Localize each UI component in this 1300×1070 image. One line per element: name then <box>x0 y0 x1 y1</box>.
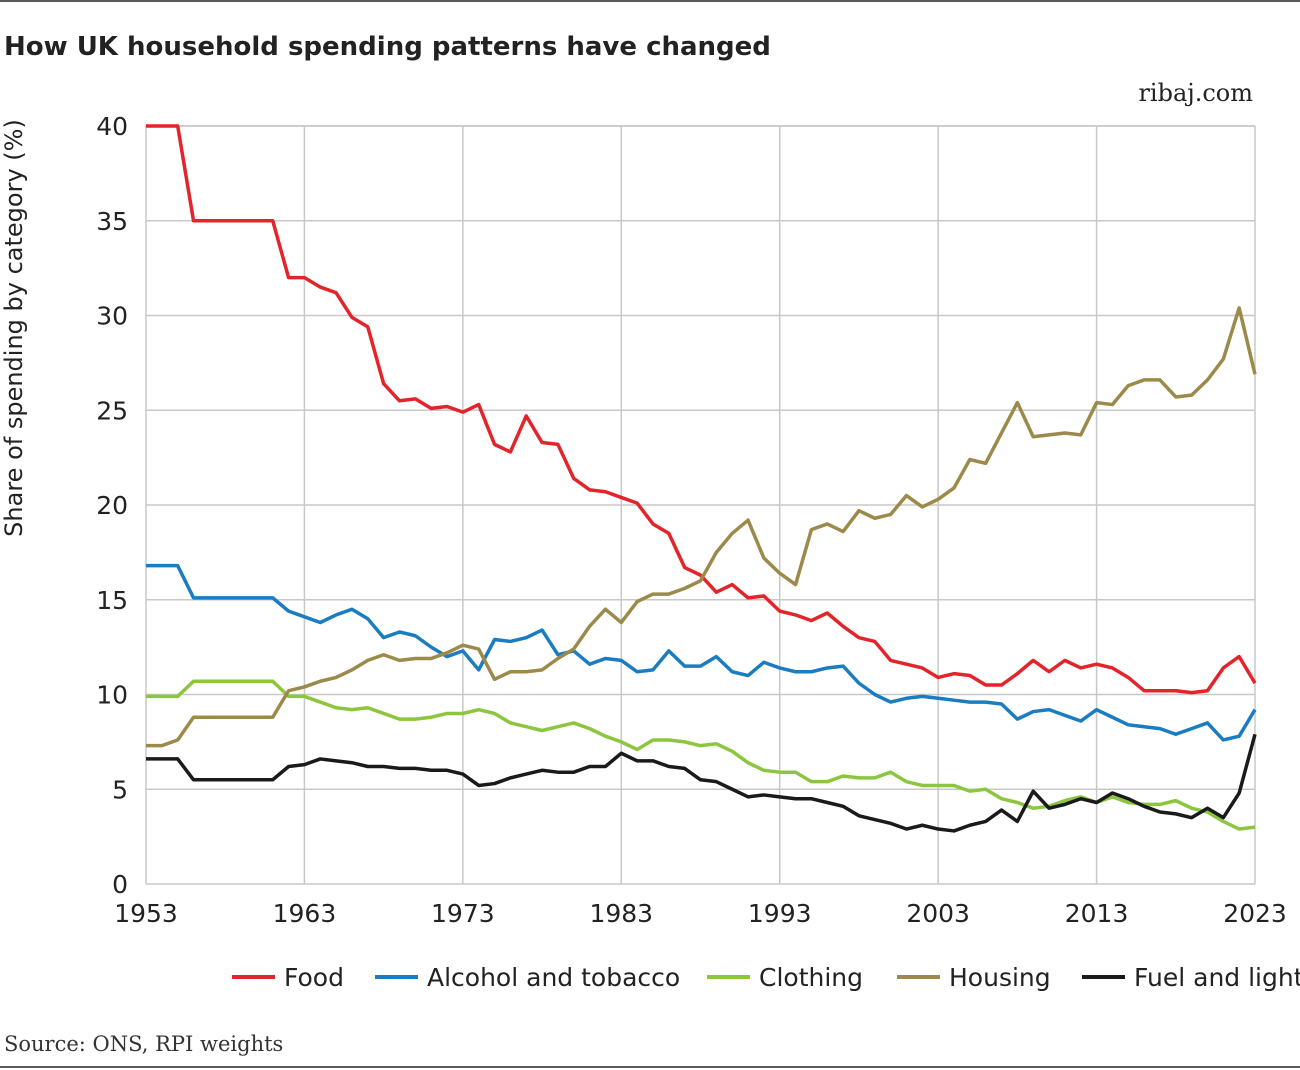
y-tick-label: 0 <box>112 870 128 899</box>
data-line <box>146 306 1257 748</box>
source-note: Source: ONS, RPI weights <box>4 1032 283 1056</box>
y-tick-label: 30 <box>96 302 128 331</box>
legend-label: Alcohol and tobacco <box>427 963 680 992</box>
y-tick-label: 40 <box>96 112 128 141</box>
y-tick-label: 5 <box>112 775 128 804</box>
y-axis-label: Share of spending by category (%) <box>0 119 28 537</box>
x-tick-label: 1953 <box>114 899 178 928</box>
legend-label: Food <box>284 963 344 992</box>
y-tick-label: 15 <box>96 586 128 615</box>
data-line <box>146 124 1257 695</box>
legend-label: Housing <box>949 963 1051 992</box>
y-tick-label: 35 <box>96 207 128 236</box>
legend-label: Clothing <box>759 963 863 992</box>
y-tick-label: 10 <box>96 681 128 710</box>
x-tick-label: 2003 <box>906 899 970 928</box>
chart-title: How UK household spending patterns have … <box>4 32 771 62</box>
y-tick-label: 20 <box>96 491 128 520</box>
x-tick-label: 1963 <box>273 899 337 928</box>
legend-label: Fuel and light <box>1134 963 1300 992</box>
x-tick-label: 2013 <box>1065 899 1129 928</box>
x-tick-label: 1983 <box>589 899 653 928</box>
data-line <box>146 679 1256 831</box>
data-line <box>146 733 1257 833</box>
x-tick-label: 1973 <box>431 899 495 928</box>
x-tick-label: 1993 <box>748 899 812 928</box>
data-line <box>146 563 1257 742</box>
x-tick-label: 2023 <box>1223 899 1287 928</box>
site-name: ribaj.com <box>1138 79 1253 107</box>
y-tick-label: 25 <box>96 396 128 425</box>
